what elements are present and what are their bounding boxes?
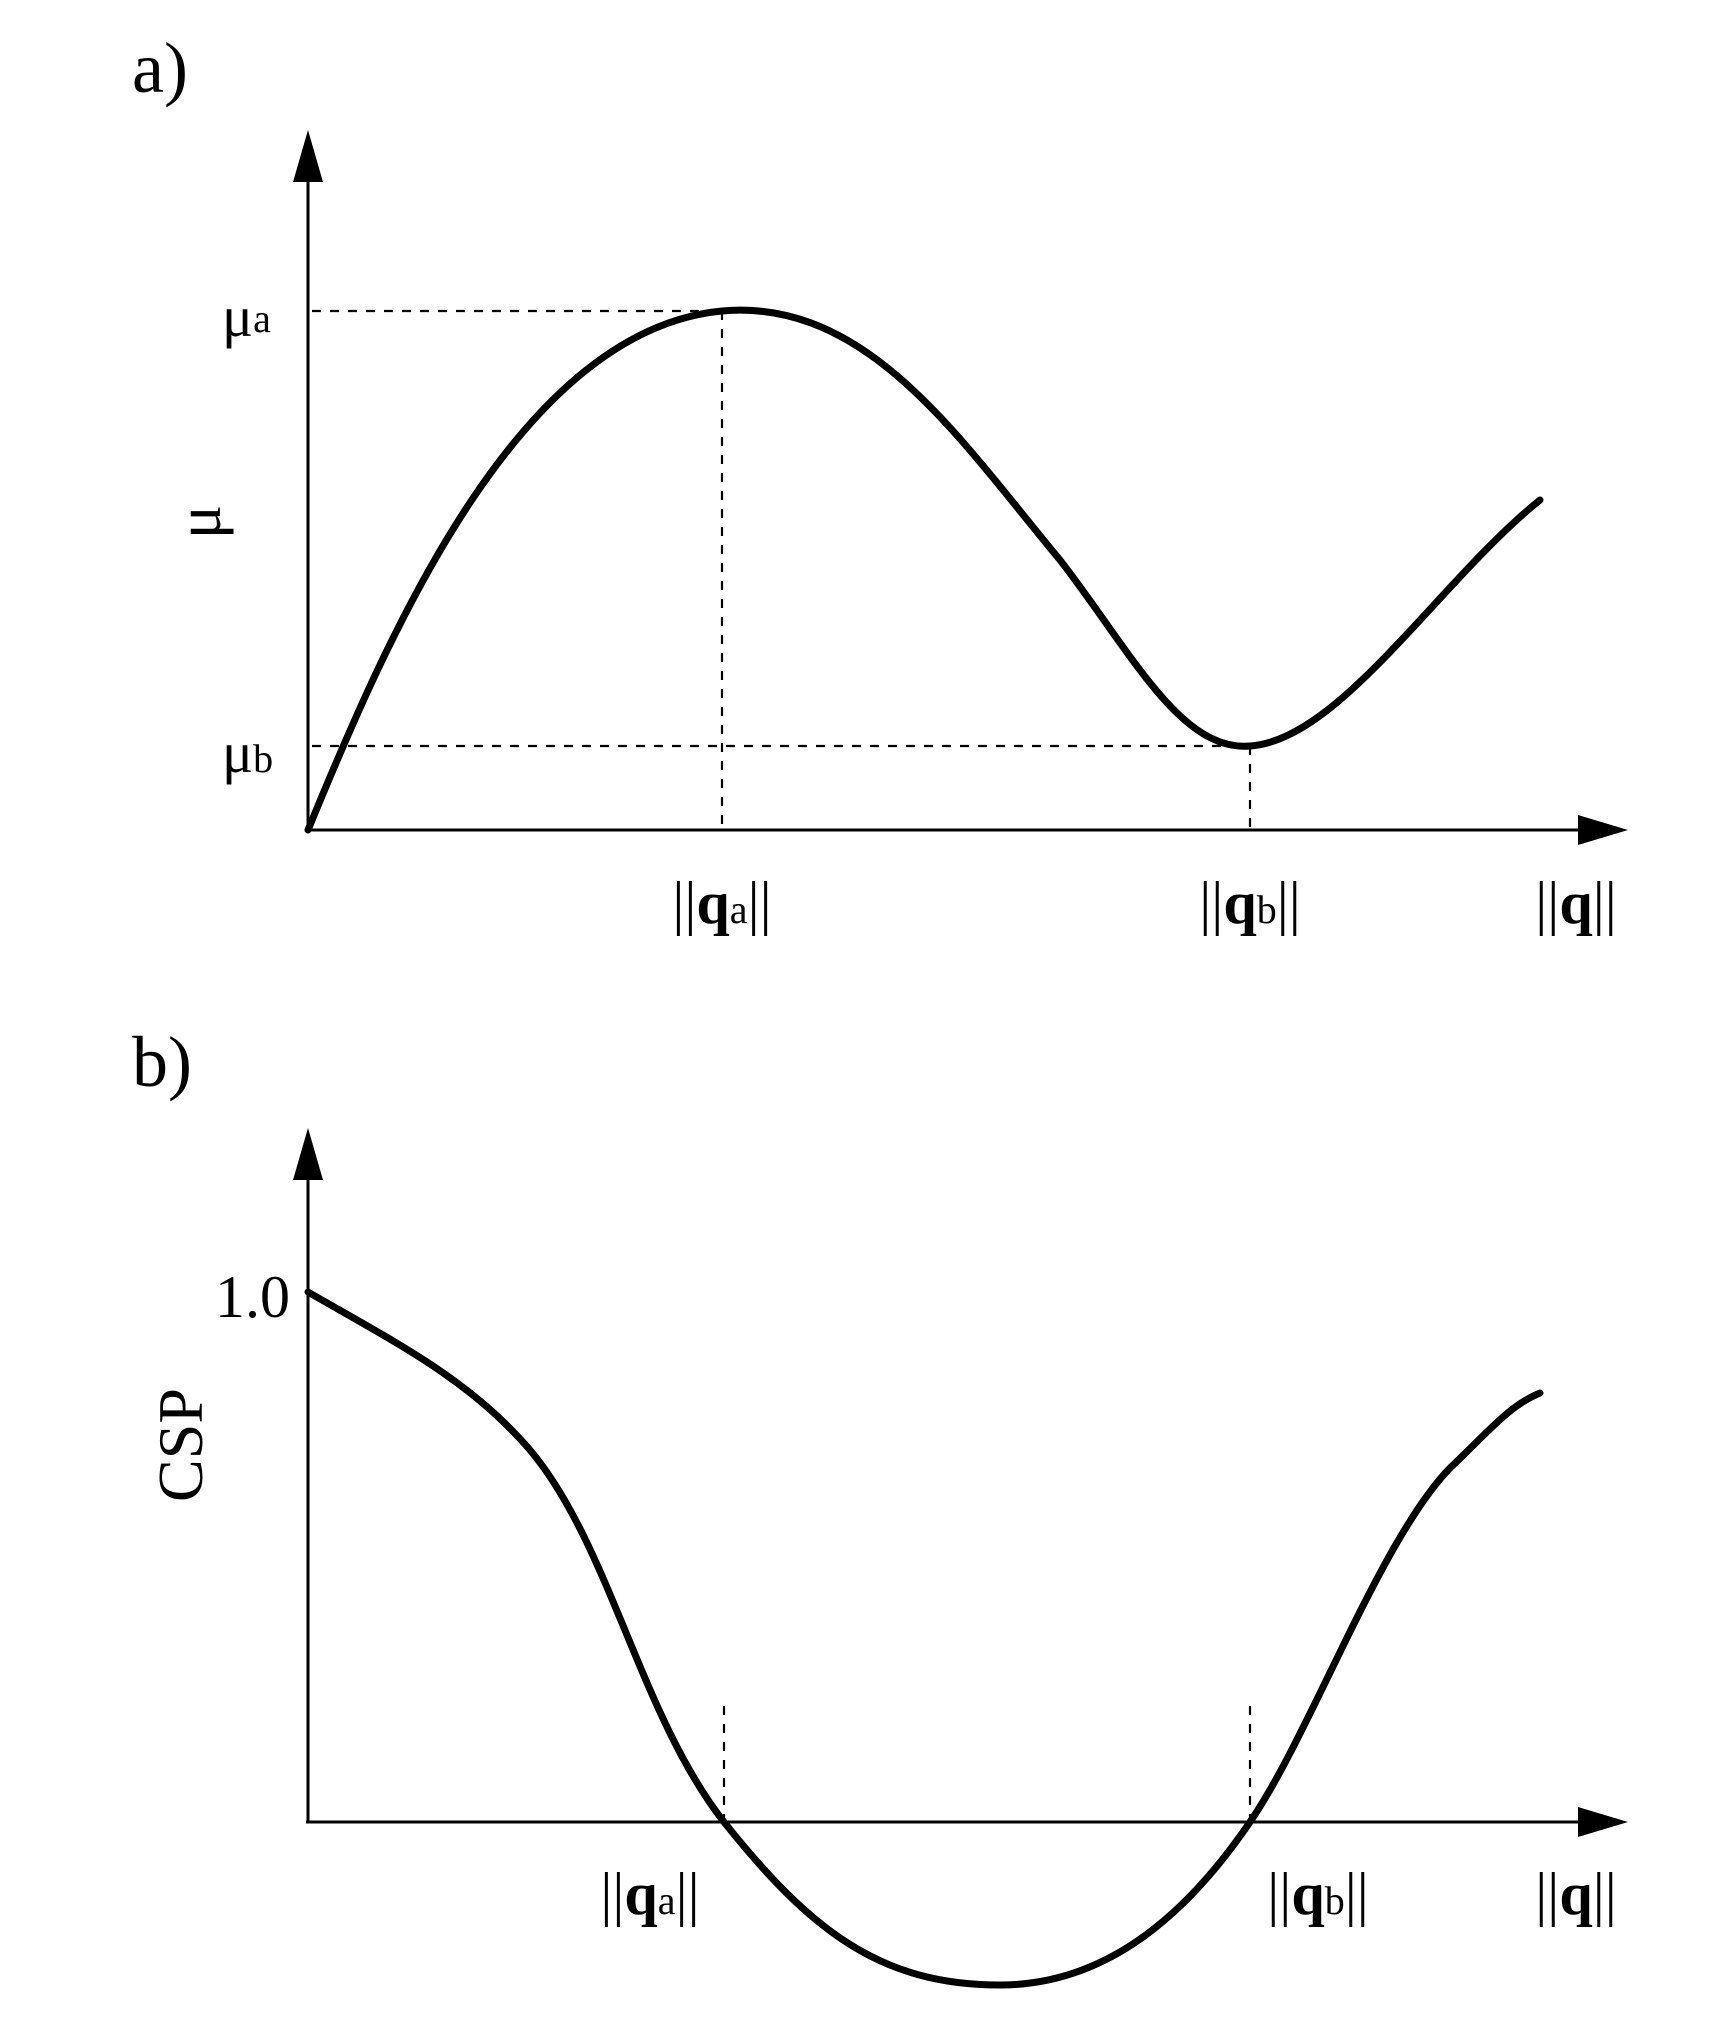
panel-b-xtick-qa: ||qa|| (600, 1861, 699, 1927)
panel-b-ylabel: CSP (145, 1388, 216, 1502)
b-qa-post: || (676, 1861, 700, 1927)
qb-pre: || (1199, 870, 1223, 936)
panel-b-y-arrow (293, 1128, 323, 1180)
panel-a-xlabel: ||q|| (1535, 870, 1616, 936)
b-qb-pre: || (1267, 1861, 1291, 1927)
b-xlabel-pre: || (1535, 1861, 1559, 1927)
panel-b-xtick-qb: ||qb|| (1267, 1861, 1368, 1927)
qa-bold: q (696, 870, 729, 936)
b-qa-bold: q (624, 1861, 657, 1927)
panel-b-label: b) (132, 1022, 192, 1102)
panel-a-x-arrow (1578, 815, 1628, 845)
b-qb-bold: q (1291, 1861, 1324, 1927)
qa-pre: || (672, 870, 696, 936)
mu-a-sub: a (253, 296, 271, 341)
mu-a-base: μ (222, 284, 253, 349)
panel-b-x-arrow (1578, 1807, 1628, 1837)
panel-a-ylabel: μ (163, 505, 234, 539)
panel-a-ytick-mu-b: μb (222, 720, 273, 785)
mu-b-sub: b (253, 736, 273, 781)
b-xlabel-post: || (1593, 1861, 1617, 1927)
panel-a: a) μa μb μ ||qa|| ||qb|| ||q|| (132, 28, 1628, 936)
panel-a-xtick-qb: ||qb|| (1199, 870, 1300, 936)
panel-a-xtick-qa: ||qa|| (672, 870, 771, 936)
b-qa-pre: || (600, 1861, 624, 1927)
panel-b-ytick-1: 1.0 (215, 1264, 290, 1330)
panel-a-series-line (304, 306, 1544, 834)
qb-bold: q (1223, 870, 1256, 936)
qa-post: || (748, 870, 772, 936)
b-qb-sub: b (1325, 1878, 1345, 1923)
xlabel-post: || (1593, 870, 1617, 936)
qb-post: || (1277, 870, 1301, 936)
panel-b-series-line (304, 1288, 1544, 1989)
panel-a-label: a) (132, 28, 188, 108)
b-qa-sub: a (658, 1878, 676, 1923)
b-xlabel-bold: q (1559, 1861, 1592, 1927)
mu-b-base: μ (222, 720, 253, 785)
qb-sub: b (1257, 887, 1277, 932)
b-qb-post: || (1345, 1861, 1369, 1927)
panel-a-y-arrow (293, 130, 323, 182)
panel-a-ytick-mu-a: μa (222, 284, 271, 349)
xlabel-bold: q (1559, 870, 1592, 936)
panel-b-xlabel: ||q|| (1535, 1861, 1616, 1927)
panel-b: b) 1.0 CSP ||qa|| ||qb|| ||q|| (132, 1022, 1628, 1989)
xlabel-pre: || (1535, 870, 1559, 936)
qa-sub: a (730, 887, 748, 932)
